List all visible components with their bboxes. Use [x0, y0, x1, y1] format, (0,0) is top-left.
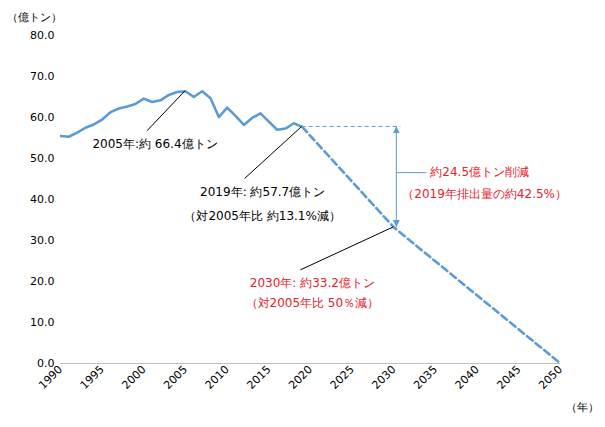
svg-text:（億トン）: （億トン） [7, 11, 62, 24]
svg-text:40.0: 40.0 [30, 193, 55, 206]
svg-text:10.0: 10.0 [30, 316, 55, 329]
svg-text:2050: 2050 [536, 363, 565, 392]
svg-text:約24.5億トン削減: 約24.5億トン削減 [430, 165, 529, 179]
svg-text:2005: 2005 [161, 363, 190, 392]
svg-text:2040: 2040 [453, 363, 482, 392]
svg-text:2020: 2020 [286, 363, 315, 392]
svg-text:2005年:約 66.4億トン: 2005年:約 66.4億トン [92, 137, 217, 151]
svg-text:60.0: 60.0 [30, 111, 55, 124]
svg-text:（年）: （年） [566, 401, 599, 414]
svg-text:1995: 1995 [78, 363, 107, 392]
svg-text:80.0: 80.0 [30, 29, 55, 42]
svg-text:20.0: 20.0 [30, 275, 55, 288]
svg-text:2045: 2045 [494, 363, 523, 392]
svg-text:1990: 1990 [36, 363, 65, 392]
svg-text:70.0: 70.0 [30, 70, 55, 83]
svg-text:2035: 2035 [411, 363, 440, 392]
svg-text:2000: 2000 [119, 363, 148, 392]
svg-text:50.0: 50.0 [30, 152, 55, 165]
svg-text:（対2005年比 約13.1%減）: （対2005年比 約13.1%減） [184, 209, 340, 223]
svg-text:2010: 2010 [203, 363, 232, 392]
svg-text:（対2005年比 50％減）: （対2005年比 50％減） [246, 296, 380, 310]
svg-text:2030: 2030 [369, 363, 398, 392]
svg-text:（2019年排出量の約42.5%）: （2019年排出量の約42.5%） [402, 187, 567, 201]
svg-text:0.0: 0.0 [37, 357, 55, 370]
svg-text:2019年: 約57.7億トン: 2019年: 約57.7億トン [200, 185, 325, 199]
svg-text:2025: 2025 [328, 363, 357, 392]
svg-text:30.0: 30.0 [30, 234, 55, 247]
svg-text:2030年: 約33.2億トン: 2030年: 約33.2億トン [250, 276, 375, 290]
svg-text:2015: 2015 [244, 363, 273, 392]
